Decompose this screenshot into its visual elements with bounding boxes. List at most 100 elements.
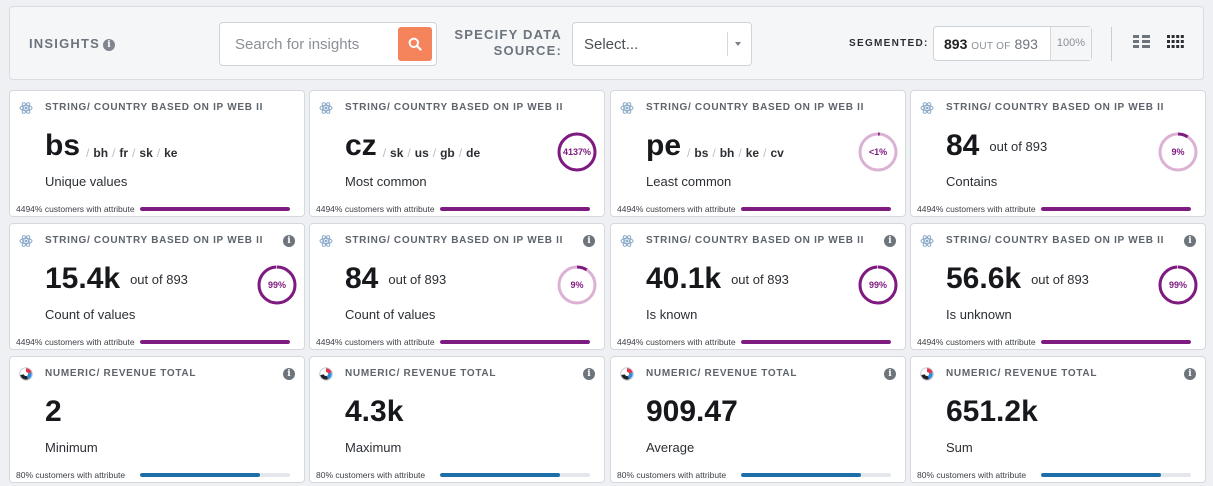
info-icon[interactable]: i: [583, 235, 595, 247]
card-value: 15.4k: [45, 262, 121, 295]
card-label: Maximum: [345, 440, 402, 455]
insight-card[interactable]: STRING/ COUNTRY BASED ON IP WEB II i 56.6k…: [910, 223, 1206, 350]
card-label: Is known: [646, 307, 698, 322]
search-input[interactable]: [220, 23, 396, 65]
insight-card[interactable]: STRING/ COUNTRY BASED ON IP WEB II bs Uniq…: [9, 90, 305, 217]
coverage-bar: [741, 340, 891, 344]
separator: /: [382, 146, 387, 160]
ring-arc: [557, 132, 597, 172]
related-value: bh: [719, 146, 735, 160]
insight-card[interactable]: STRING/ COUNTRY BASED ON IP WEB II i 84 Cou…: [309, 223, 605, 350]
ring-arc: [1158, 265, 1198, 305]
grid-view-button[interactable]: [1167, 35, 1184, 53]
ring-svg: [557, 132, 597, 172]
separator: /: [687, 146, 691, 160]
card-footer: 80% customers with attribute: [316, 470, 426, 480]
info-icon[interactable]: i: [884, 368, 896, 380]
card-label: Count of values: [345, 307, 436, 322]
chevron-down-icon[interactable]: [735, 42, 741, 46]
separator: /: [156, 146, 161, 160]
related-value: gb: [440, 146, 455, 160]
coverage-bar: [440, 207, 590, 211]
percentage-ring: 9%: [1157, 131, 1199, 173]
card-footer: 4494% customers with attribute: [917, 337, 1036, 347]
card-value: cz: [345, 129, 377, 162]
card-value: 4.3k: [345, 395, 404, 428]
info-icon[interactable]: i: [103, 39, 115, 51]
card-value: 651.2k: [946, 395, 1038, 428]
data-source-select[interactable]: Select...: [572, 22, 752, 66]
card-label: Sum: [946, 440, 973, 455]
data-source-label: SPECIFY DATA SOURCE:: [448, 27, 562, 59]
string-type-icon: [920, 235, 934, 247]
info-icon[interactable]: i: [1184, 235, 1196, 247]
ring-percent: 99%: [868, 280, 887, 290]
insight-card[interactable]: STRING/ COUNTRY BASED ON IP WEB II pe Leas…: [610, 90, 906, 217]
card-header: STRING/ COUNTRY BASED ON IP WEB II: [946, 102, 1165, 113]
string-type-icon: [319, 102, 333, 114]
data-source-label-line1: SPECIFY DATA: [454, 27, 562, 42]
percentage-ring: 4137%: [556, 131, 598, 173]
segment-total: 893: [1014, 36, 1038, 52]
list-view-button[interactable]: [1133, 35, 1150, 53]
ring-svg: [858, 132, 898, 172]
separator: /: [763, 146, 767, 160]
info-icon[interactable]: i: [1184, 368, 1196, 380]
insight-card[interactable]: STRING/ COUNTRY BASED ON IP WEB II 84 Cont…: [910, 90, 1206, 217]
separator: /: [432, 146, 437, 160]
coverage-bar-fill: [1041, 473, 1161, 477]
card-label: Unique values: [45, 174, 128, 189]
segment-divider: [1050, 27, 1051, 60]
insight-card[interactable]: NUMERIC/ REVENUE TOTAL i 2 Minimum 80% custo…: [9, 356, 305, 483]
coverage-bar-fill: [741, 207, 891, 211]
card-footer: 4494% customers with attribute: [316, 204, 435, 214]
card-label: Least common: [646, 174, 732, 189]
insight-card[interactable]: NUMERIC/ REVENUE TOTAL i 4.3k Maximum 80% cu…: [309, 356, 605, 483]
string-type-icon: [620, 102, 634, 114]
insight-card[interactable]: NUMERIC/ REVENUE TOTAL i 651.2k Sum 80% cust…: [910, 356, 1206, 483]
info-icon[interactable]: i: [283, 368, 295, 380]
card-value: 40.1k: [646, 262, 722, 295]
select-divider: [727, 32, 728, 56]
insight-card[interactable]: STRING/ COUNTRY BASED ON IP WEB II cz Most…: [309, 90, 605, 217]
string-type-icon: [319, 235, 333, 247]
ring-svg: [1158, 132, 1198, 172]
card-footer: 80% customers with attribute: [917, 470, 1027, 480]
info-icon[interactable]: i: [884, 235, 896, 247]
card-header: STRING/ COUNTRY BASED ON IP WEB II: [345, 102, 564, 113]
insight-card[interactable]: STRING/ COUNTRY BASED ON IP WEB II i 15.4k…: [9, 223, 305, 350]
percentage-ring: 99%: [256, 264, 298, 306]
card-footer: 80% customers with attribute: [617, 470, 727, 480]
info-icon[interactable]: i: [283, 235, 295, 247]
numeric-type-icon: [920, 367, 934, 381]
related-value: ke: [164, 146, 178, 160]
string-type-icon: [19, 102, 33, 114]
insight-card[interactable]: NUMERIC/ REVENUE TOTAL i 909.47 Average 80% …: [610, 356, 906, 483]
insights-title: INSIGHTS i: [29, 36, 115, 51]
coverage-bar-fill: [741, 340, 891, 344]
search-button[interactable]: [398, 27, 432, 61]
insight-card[interactable]: STRING/ COUNTRY BASED ON IP WEB II i 40.1k…: [610, 223, 906, 350]
coverage-bar: [440, 473, 590, 477]
separator: /: [132, 146, 136, 160]
string-type-icon: [620, 235, 634, 247]
card-out-of: out of 893: [388, 272, 447, 287]
card-label: Most common: [345, 174, 427, 189]
coverage-bar-fill: [440, 340, 590, 344]
ring-arc: [858, 132, 898, 172]
card-footer: 4494% customers with attribute: [617, 337, 736, 347]
coverage-bar: [1041, 207, 1191, 211]
segment-counter: 893 OUT OF 893 100%: [933, 26, 1092, 61]
separator: /: [738, 146, 742, 160]
coverage-bar-fill: [440, 207, 590, 211]
related-value: sk: [390, 146, 404, 160]
card-value: 84: [946, 129, 980, 162]
card-header: STRING/ COUNTRY BASED ON IP WEB II: [45, 102, 264, 113]
related-value: sk: [139, 146, 153, 160]
card-header: NUMERIC/ REVENUE TOTAL: [45, 368, 197, 379]
insights-title-text: INSIGHTS: [29, 36, 100, 51]
segment-count: 893 OUT OF 893: [944, 36, 1038, 52]
coverage-bar: [440, 340, 590, 344]
info-icon[interactable]: i: [583, 368, 595, 380]
